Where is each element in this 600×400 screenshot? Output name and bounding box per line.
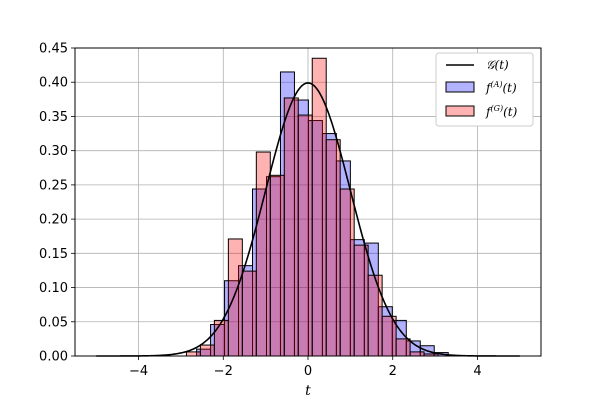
legend-series-g-swatch: [445, 105, 475, 117]
y-tick-label: 0.15: [39, 247, 68, 262]
legend-series-g-arg: (t): [503, 105, 518, 119]
series-g-bar: [213, 319, 229, 357]
series-g-bar: [185, 351, 201, 357]
legend-series-a-arg: (t): [502, 81, 517, 95]
legend: 𝒢(t) f(A)(t) f(G)(t): [435, 52, 534, 127]
series-g-bar: [297, 114, 313, 357]
y-tick-label: 0.20: [39, 213, 68, 228]
series-g-bar: [227, 238, 243, 357]
x-axis-ticks: −4 −2 0 2 4: [129, 356, 482, 379]
series-g-bar: [339, 188, 355, 357]
legend-series-g-label: f(G)(t): [485, 104, 518, 119]
legend-series-a-swatch: [445, 81, 475, 93]
y-tick-label: 0.05: [39, 315, 68, 330]
series-g-bar: [325, 139, 341, 357]
y-tick-label: 0.10: [39, 281, 68, 296]
x-tick-label: 4: [473, 364, 481, 379]
y-tick-label: 0.40: [39, 76, 68, 91]
legend-box: [435, 52, 534, 127]
legend-series-a-label: f(A)(t): [485, 80, 517, 95]
legend-series-g-sup: (G): [490, 104, 503, 113]
series-g-bar: [395, 338, 411, 357]
legend-series-a-f: f: [485, 81, 493, 95]
y-tick-label: 0.25: [39, 178, 68, 193]
series-g-bar: [409, 351, 425, 357]
y-tick-label: 0.00: [39, 350, 68, 365]
legend-series-a-sup: (A): [490, 80, 502, 89]
series-g-bar: [241, 270, 257, 357]
x-tick-label: −2: [214, 364, 233, 379]
legend-curve-label: 𝒢(t): [486, 58, 509, 72]
x-axis-title: t: [305, 383, 311, 399]
y-axis-ticks: 0.00 0.05 0.10 0.15 0.20 0.25 0.30 0.35 0.40 0.45: [39, 42, 75, 365]
series-g-bar: [353, 244, 369, 357]
series-g-bar: [199, 344, 215, 357]
series-g-bar: [367, 274, 383, 357]
x-tick-label: −4: [129, 364, 148, 379]
gaussian-curve-line: [96, 82, 520, 357]
y-tick-label: 0.30: [39, 144, 68, 159]
series-g-bar: [283, 97, 299, 357]
x-tick-label: 2: [389, 364, 397, 379]
y-tick-label: 0.35: [39, 110, 68, 125]
x-tick-label: 0: [304, 364, 312, 379]
y-tick-label: 0.45: [39, 42, 68, 57]
series-g-bars: [185, 57, 439, 357]
series-g-bar: [269, 174, 285, 357]
legend-series-g-f: f: [485, 105, 493, 119]
